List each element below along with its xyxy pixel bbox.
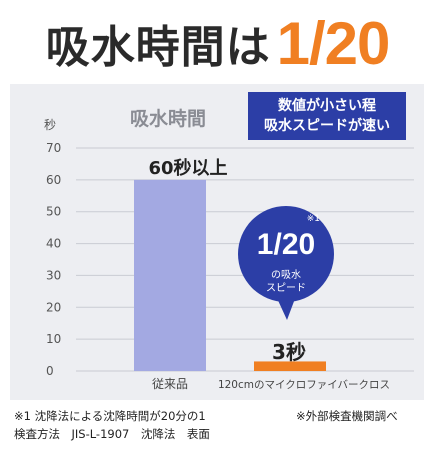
headline: 吸水時間は 1/20 bbox=[0, 8, 435, 78]
callout-bubble bbox=[238, 206, 334, 302]
note-line-1: 数値が小さい程 bbox=[278, 98, 376, 114]
headline-text: 吸水時間は bbox=[45, 22, 271, 73]
bubble-line-1: の吸水 bbox=[271, 270, 301, 281]
y-tick-label: 70 bbox=[46, 141, 61, 155]
y-tick-label: 30 bbox=[46, 268, 61, 282]
x-tick-label: 120cmのマイクロファイバークロス bbox=[218, 379, 390, 391]
bar bbox=[134, 179, 206, 371]
y-tick-label: 0 bbox=[46, 364, 54, 378]
footnote-2: 検査方法 JIS-L-1907 沈降法 表面 bbox=[14, 427, 210, 441]
y-tick-label: 60 bbox=[46, 173, 61, 187]
bubble-mark: ※1 bbox=[306, 214, 320, 224]
y-tick-label: 10 bbox=[46, 332, 61, 346]
headline-ratio: 1/20 bbox=[276, 9, 391, 77]
footnote-1: ※1 沈降法による沈降時間が20分の1 bbox=[14, 409, 206, 423]
callout-bubble-text: ※1 1/20 の吸水 スピード bbox=[238, 206, 334, 302]
bubble-line-2: スピード bbox=[266, 283, 306, 294]
y-tick-label: 20 bbox=[46, 300, 61, 314]
y-tick-label: 50 bbox=[46, 205, 61, 219]
bubble-ratio: 1/20 bbox=[256, 228, 316, 261]
value-label-new: 3秒 bbox=[272, 340, 306, 364]
note-box: 数値が小さい程 吸水スピードが速い bbox=[248, 92, 406, 140]
y-axis-unit: 秒 bbox=[44, 118, 57, 132]
bar bbox=[254, 361, 326, 371]
y-tick-label: 40 bbox=[46, 237, 61, 251]
chart-title: 吸水時間 bbox=[130, 108, 207, 130]
x-tick-label: 従来品 bbox=[152, 377, 188, 391]
value-label-old: 60秒以上 bbox=[148, 158, 228, 179]
callout-pointer bbox=[276, 296, 296, 320]
note-line-2: 吸水スピードが速い bbox=[264, 118, 390, 134]
footnote-source: ※外部検査機関調べ bbox=[296, 409, 398, 423]
